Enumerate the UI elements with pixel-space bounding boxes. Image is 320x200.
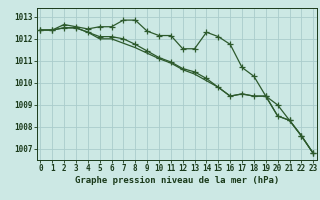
X-axis label: Graphe pression niveau de la mer (hPa): Graphe pression niveau de la mer (hPa) — [75, 176, 279, 185]
